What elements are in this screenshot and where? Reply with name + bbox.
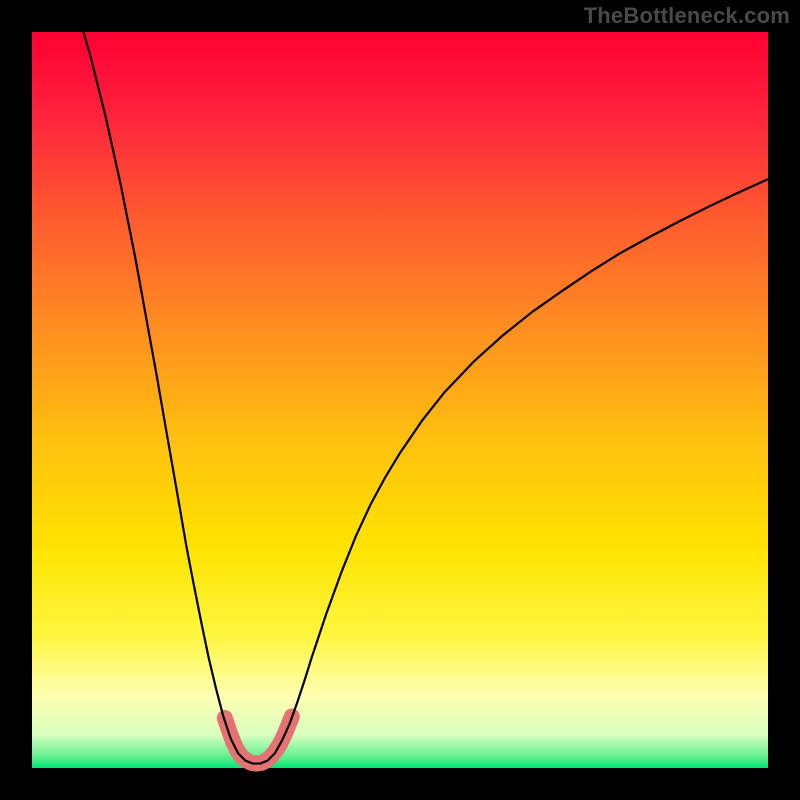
chart-svg — [0, 0, 800, 800]
chart-stage: TheBottleneck.com — [0, 0, 800, 800]
watermark-text: TheBottleneck.com — [584, 3, 790, 29]
plot-area-gradient — [32, 32, 768, 768]
